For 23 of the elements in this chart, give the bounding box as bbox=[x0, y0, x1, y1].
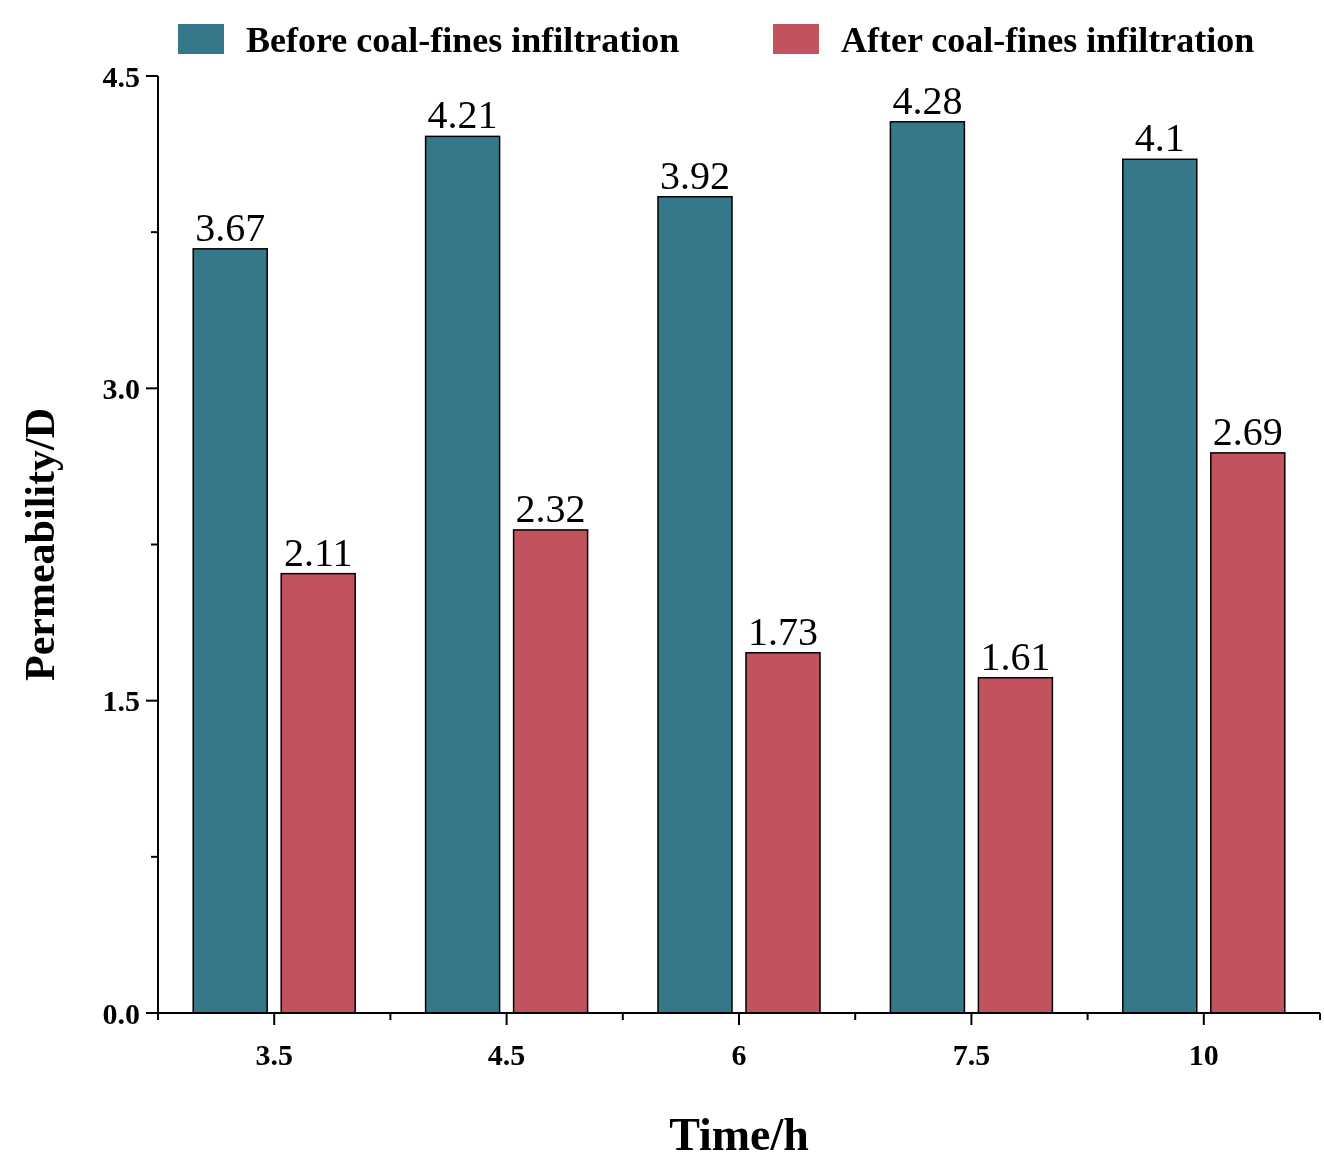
data-label: 3.92 bbox=[660, 152, 730, 198]
data-label: 1.61 bbox=[980, 633, 1051, 679]
legend-label: After coal-fines infiltration bbox=[841, 20, 1255, 60]
y-tick-label: 1.5 bbox=[102, 684, 140, 718]
data-label: 2.11 bbox=[283, 529, 353, 575]
legend-label: Before coal-fines infiltration bbox=[246, 20, 680, 60]
y-tick-label: 0.0 bbox=[102, 996, 140, 1030]
x-axis-title: Time/h bbox=[669, 1109, 809, 1154]
x-tick-label: 4.5 bbox=[487, 1038, 526, 1071]
x-tick-label: 3.5 bbox=[255, 1038, 293, 1071]
x-tick-label: 6 bbox=[731, 1038, 747, 1071]
data-label: 2.69 bbox=[1212, 408, 1283, 454]
data-label: 2.32 bbox=[515, 485, 586, 531]
data-label: 1.73 bbox=[748, 608, 818, 654]
data-label: 3.67 bbox=[195, 204, 266, 250]
data-label: 4.21 bbox=[427, 92, 498, 138]
x-tick-label: 7.5 bbox=[952, 1038, 991, 1071]
data-label: 4.28 bbox=[892, 77, 963, 123]
data-label: 4.1 bbox=[1134, 115, 1185, 161]
y-tick-label: 3.0 bbox=[102, 371, 140, 405]
x-tick-label: 10 bbox=[1188, 1038, 1219, 1071]
y-tick-label: 4.5 bbox=[102, 59, 140, 93]
y-axis-title: Permeability/D bbox=[17, 408, 63, 681]
